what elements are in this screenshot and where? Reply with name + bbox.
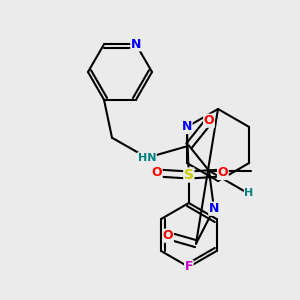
Text: HN: HN (138, 153, 156, 163)
Text: O: O (218, 167, 228, 179)
Text: O: O (163, 229, 173, 242)
Text: N: N (182, 121, 192, 134)
Text: H: H (244, 188, 253, 198)
Text: O: O (204, 114, 214, 127)
Text: O: O (152, 167, 162, 179)
Text: N: N (131, 38, 141, 51)
Text: S: S (184, 168, 194, 182)
Text: F: F (184, 260, 193, 274)
Text: N: N (209, 202, 219, 215)
